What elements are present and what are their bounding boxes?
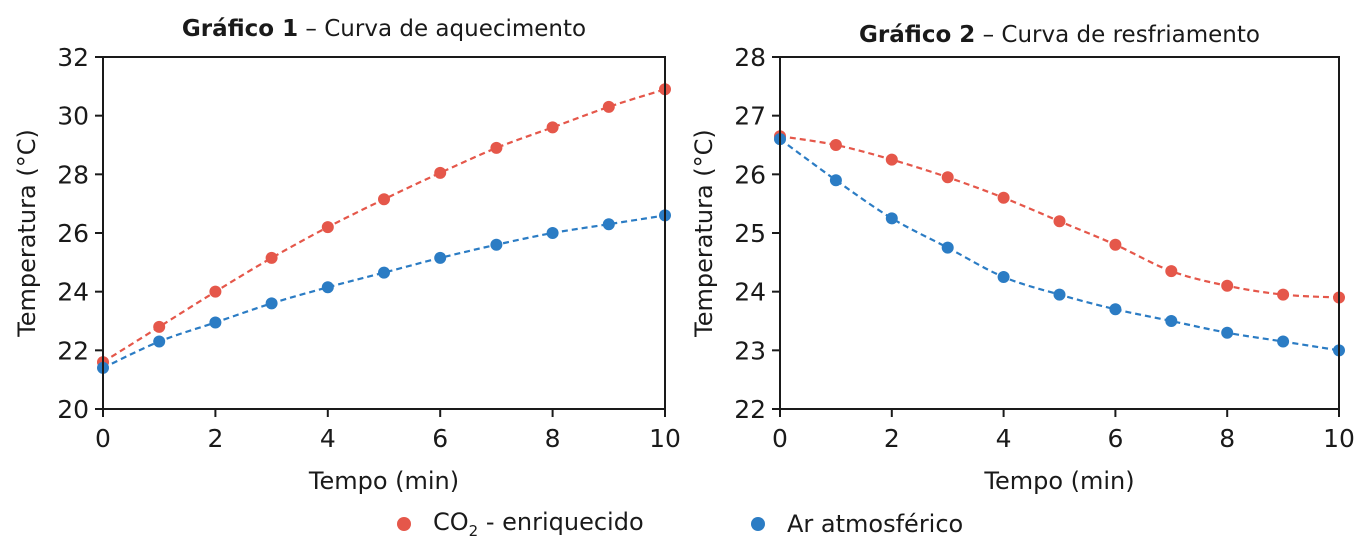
data-point-co2 bbox=[941, 171, 954, 184]
y-tick-label: 20 bbox=[57, 395, 89, 424]
data-point-co2 bbox=[997, 191, 1010, 204]
y-tick-label: 28 bbox=[734, 43, 766, 72]
data-point-ar bbox=[885, 212, 898, 225]
data-point-co2 bbox=[265, 251, 278, 264]
x-tick-label: 10 bbox=[649, 424, 681, 453]
data-point-ar bbox=[321, 281, 334, 294]
data-point-ar bbox=[490, 238, 503, 251]
data-point-co2 bbox=[1277, 288, 1290, 301]
chart-2-title: Gráfico 2 – Curva de resfriamento bbox=[859, 22, 1260, 48]
chart-title-bold: Gráfico 1 bbox=[182, 16, 298, 42]
data-point-co2 bbox=[602, 100, 615, 113]
y-tick-label: 28 bbox=[57, 160, 89, 189]
y-tick-label: 22 bbox=[57, 336, 89, 365]
data-point-co2 bbox=[153, 320, 166, 333]
x-axis-label: Tempo (min) bbox=[983, 467, 1134, 495]
data-point-ar bbox=[153, 335, 166, 348]
x-tick-label: 10 bbox=[1323, 424, 1355, 453]
series-line-ar bbox=[779, 138, 1340, 352]
series-line-co2 bbox=[102, 88, 666, 364]
data-point-ar bbox=[378, 266, 390, 279]
y-tick-label: 27 bbox=[734, 102, 766, 131]
data-point-co2 bbox=[321, 221, 334, 234]
data-point-co2 bbox=[546, 121, 559, 134]
x-tick-label: 0 bbox=[772, 424, 788, 453]
x-tick-label: 6 bbox=[1107, 424, 1123, 453]
series-line-ar bbox=[102, 214, 666, 369]
y-tick-label: 32 bbox=[57, 43, 89, 72]
y-tick-label: 24 bbox=[57, 278, 89, 307]
x-tick-label: 2 bbox=[207, 424, 223, 453]
data-point-ar bbox=[546, 227, 559, 239]
data-point-ar bbox=[434, 251, 447, 264]
legend-marker-ar bbox=[751, 517, 765, 531]
x-tick-label: 8 bbox=[545, 424, 561, 453]
data-point-ar bbox=[1221, 326, 1234, 339]
legend-label-co2: CO2 - enriquecido bbox=[433, 508, 644, 540]
data-point-ar bbox=[1053, 288, 1066, 301]
y-tick-label: 23 bbox=[734, 336, 766, 365]
chart-title-rest: – Curva de resfriamento bbox=[975, 22, 1260, 48]
chart-title-bold: Gráfico 2 bbox=[859, 22, 975, 48]
legend-item-ar: Ar atmosférico bbox=[751, 506, 963, 542]
data-point-co2 bbox=[1221, 279, 1234, 292]
y-axis-label: Temperatura (°C) bbox=[690, 129, 718, 338]
data-point-co2 bbox=[490, 141, 503, 154]
plot-frame bbox=[779, 56, 1340, 410]
data-point-co2 bbox=[434, 166, 447, 179]
chart-1-title: Gráfico 1 – Curva de aquecimento bbox=[182, 16, 586, 42]
figure-canvas: Gráfico 1 – Curva de aquecimento20222426… bbox=[13, 16, 1355, 495]
data-point-ar bbox=[1277, 335, 1290, 348]
x-axis-label: Tempo (min) bbox=[308, 467, 459, 495]
legend: CO2 - enriquecido Ar atmosférico bbox=[0, 506, 1358, 542]
data-point-ar bbox=[997, 271, 1010, 283]
data-point-co2 bbox=[885, 153, 898, 166]
y-tick-label: 30 bbox=[57, 102, 89, 131]
data-point-co2 bbox=[209, 285, 222, 298]
data-point-ar bbox=[602, 218, 615, 231]
legend-item-co2: CO2 - enriquecido bbox=[397, 506, 644, 542]
legend-label-ar: Ar atmosférico bbox=[787, 510, 964, 538]
data-point-ar bbox=[829, 174, 842, 187]
chart-2: Gráfico 2 – Curva de resfriamento2223242… bbox=[690, 22, 1355, 495]
y-tick-label: 25 bbox=[734, 219, 766, 248]
data-point-co2 bbox=[378, 193, 390, 206]
data-point-co2 bbox=[1053, 215, 1066, 228]
data-point-co2 bbox=[829, 139, 842, 151]
data-point-ar bbox=[209, 316, 222, 329]
y-axis-label: Temperatura (°C) bbox=[13, 129, 41, 338]
y-tick-label: 24 bbox=[734, 278, 766, 307]
x-tick-label: 0 bbox=[95, 424, 111, 453]
x-tick-label: 4 bbox=[996, 424, 1012, 453]
data-point-ar bbox=[941, 241, 954, 254]
data-point-co2 bbox=[1109, 238, 1122, 251]
x-tick-label: 6 bbox=[432, 424, 448, 453]
data-point-ar bbox=[265, 297, 278, 310]
legend-marker-co2 bbox=[397, 517, 411, 531]
chart-title-rest: – Curva de aquecimento bbox=[298, 16, 586, 42]
data-point-co2 bbox=[1165, 265, 1178, 278]
y-tick-label: 26 bbox=[57, 219, 89, 248]
data-point-ar bbox=[1165, 315, 1178, 327]
plot-frame bbox=[102, 56, 666, 410]
x-tick-label: 4 bbox=[320, 424, 336, 453]
y-tick-label: 26 bbox=[734, 160, 766, 189]
y-tick-label: 22 bbox=[734, 395, 766, 424]
x-tick-label: 8 bbox=[1219, 424, 1235, 453]
data-point-ar bbox=[1109, 303, 1122, 316]
x-tick-label: 2 bbox=[884, 424, 900, 453]
chart-1: Gráfico 1 – Curva de aquecimento20222426… bbox=[13, 16, 681, 495]
